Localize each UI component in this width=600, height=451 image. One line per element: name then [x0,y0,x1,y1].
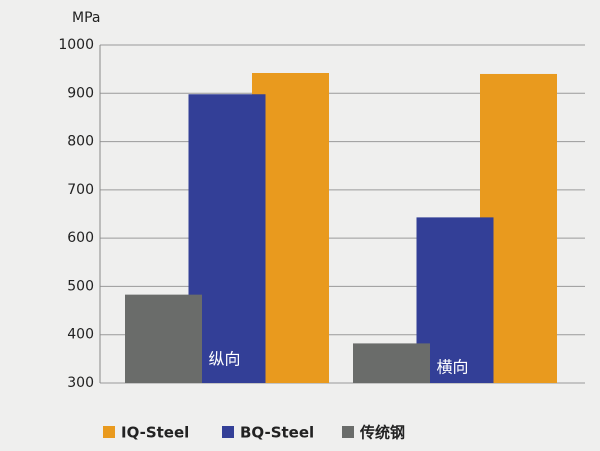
y-tick-label: 400 [67,327,94,343]
legend-label: IQ-Steel [121,424,189,442]
y-tick-label: 1000 [58,37,94,53]
y-tick-label: 600 [67,230,94,246]
y-tick-label: 300 [67,375,94,391]
y-tick-label: 500 [67,278,94,294]
category-label: 纵向 [209,350,241,369]
legend-swatch [103,426,115,438]
legend-swatch [342,426,354,438]
y-tick-label: 900 [67,85,94,101]
y-tick-label: 800 [67,134,94,150]
legend-swatch [222,426,234,438]
legend-label: BQ-Steel [240,424,314,442]
category-label: 横向 [437,358,469,377]
bar [353,343,430,383]
y-unit: MPa [72,10,100,26]
bar [125,294,202,383]
legend-label: 传统钢 [359,424,405,442]
y-tick-label: 700 [67,182,94,198]
